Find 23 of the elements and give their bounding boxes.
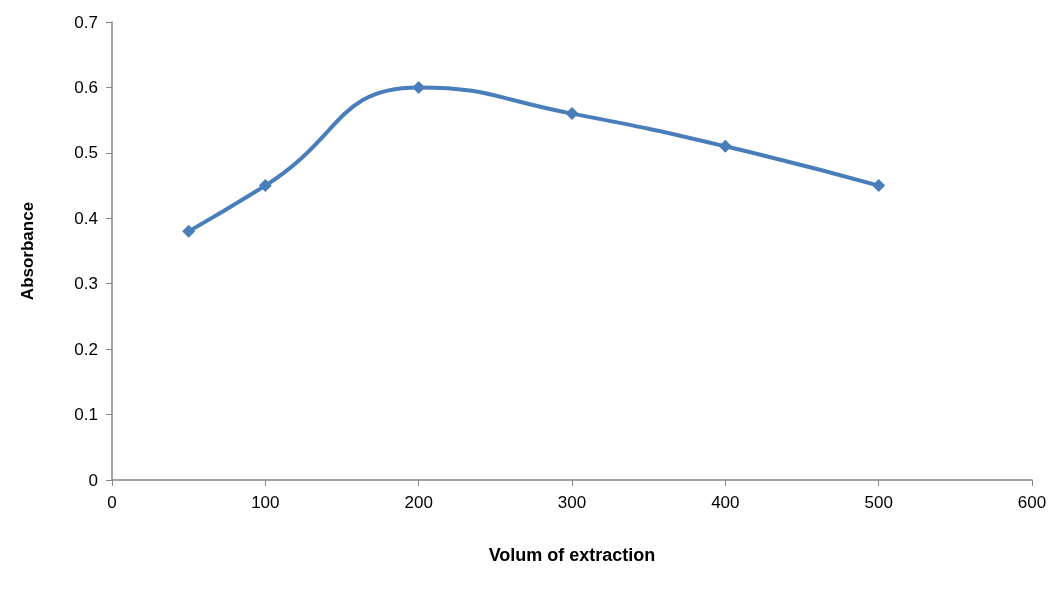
y-tick-label: 0.1 <box>74 405 98 425</box>
y-tick-label: 0.5 <box>74 143 98 163</box>
point <box>718 139 732 153</box>
y-tick-label: 0.6 <box>74 77 98 97</box>
y-tick-label: 0.4 <box>74 208 98 228</box>
x-tick-label: 200 <box>404 493 433 512</box>
point <box>412 80 426 94</box>
point <box>182 224 196 238</box>
point <box>258 179 272 193</box>
x-tick-label: 600 <box>1017 493 1047 512</box>
y-axis-title: Absorbance <box>18 201 37 301</box>
y-tick-label: 0.2 <box>74 339 98 359</box>
x-tick-label: 500 <box>864 493 893 512</box>
point <box>872 179 886 193</box>
y-tick-label: 0.7 <box>74 12 98 32</box>
x-tick-label: 100 <box>251 493 280 512</box>
x-tick-label: 0 <box>107 493 117 512</box>
y-tick-label: 0 <box>88 470 98 490</box>
x-tick-label: 300 <box>557 493 587 512</box>
x-axis-title: Volum of extraction <box>488 545 656 565</box>
y-tick-label: 0.3 <box>74 274 98 294</box>
x-tick-label: 400 <box>711 493 740 512</box>
point <box>565 107 579 121</box>
